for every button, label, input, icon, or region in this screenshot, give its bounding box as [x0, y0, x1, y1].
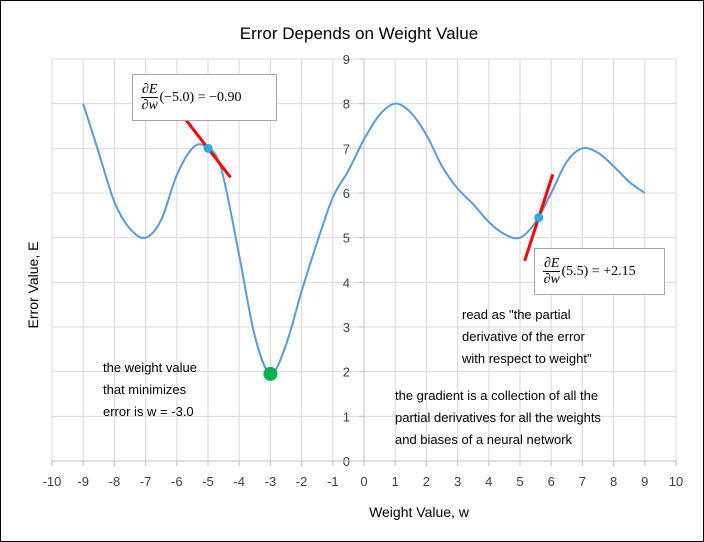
- x-tick-label: -10: [43, 474, 62, 489]
- note-line: with respect to weight": [462, 351, 592, 366]
- x-tick-label: -2: [296, 474, 308, 489]
- derivative-fraction: ∂E ∂w: [543, 256, 561, 287]
- y-tick-label: 6: [343, 186, 350, 201]
- derivative-box-right: ∂E ∂w (5.5) = +2.15: [534, 248, 665, 295]
- note-line: and biases of a neural network: [395, 432, 573, 447]
- fraction-numerator: ∂E: [141, 82, 159, 98]
- x-tick-label: 0: [360, 474, 367, 489]
- x-tick-label: 3: [454, 474, 461, 489]
- x-tick-label: 5: [516, 474, 523, 489]
- y-tick-label: 5: [343, 231, 350, 246]
- x-tick-label: -8: [109, 474, 121, 489]
- x-tick-label: -1: [327, 474, 339, 489]
- x-tick-label: 2: [423, 474, 430, 489]
- x-tick-label: 4: [485, 474, 492, 489]
- x-tick-label: 1: [392, 474, 399, 489]
- axis-layer: -10-9-8-7-6-5-4-3-2-10123456789100123456…: [43, 52, 684, 489]
- x-tick-label: -9: [77, 474, 89, 489]
- series-layer: [82, 102, 646, 375]
- y-tick-label: 8: [343, 97, 350, 112]
- x-tick-label: 9: [641, 474, 648, 489]
- note-line: error is w = -3.0: [103, 404, 194, 419]
- error-curve-line: [82, 102, 646, 375]
- derivative-expression: (5.5) = +2.15: [561, 263, 636, 279]
- y-tick-label: 2: [343, 365, 350, 380]
- note-line: that minimizes: [103, 382, 187, 397]
- derivative-fraction: ∂E ∂w: [141, 82, 159, 113]
- x-tick-label: -7: [140, 474, 152, 489]
- note-line: the gradient is a collection of all the: [395, 388, 599, 403]
- x-tick-label: -4: [233, 474, 245, 489]
- chart-title: Error Depends on Weight Value: [240, 24, 478, 43]
- tangent-point: [534, 213, 544, 223]
- x-tick-label: 6: [548, 474, 555, 489]
- derivative-box-left: ∂E ∂w (−5.0) = −0.90: [132, 74, 277, 121]
- fraction-numerator: ∂E: [543, 256, 561, 272]
- read-as-note: read as "the partial derivative of the e…: [462, 304, 592, 370]
- minimum-point: [263, 366, 278, 381]
- tangent-point: [203, 143, 213, 153]
- y-tick-label: 4: [343, 275, 350, 290]
- y-tick-label: 1: [343, 409, 350, 424]
- tangent-layer: [184, 118, 555, 262]
- note-line: read as "the partial: [462, 307, 571, 322]
- x-axis-label: Weight Value, w: [369, 504, 470, 520]
- x-tick-label: 7: [579, 474, 586, 489]
- y-tick-label: 3: [343, 320, 350, 335]
- x-tick-label: 10: [669, 474, 683, 489]
- fraction-denominator: ∂w: [141, 98, 158, 113]
- x-tick-label: 8: [610, 474, 617, 489]
- minimum-note: the weight value that minimizes error is…: [103, 357, 197, 423]
- y-tick-label: 9: [343, 52, 350, 67]
- note-line: the weight value: [103, 360, 197, 375]
- derivative-expression: (−5.0) = −0.90: [159, 89, 242, 105]
- x-tick-label: -3: [265, 474, 277, 489]
- fraction-denominator: ∂w: [543, 272, 560, 287]
- note-line: partial derivatives for all the weights: [395, 410, 601, 425]
- point-layer: [203, 143, 544, 381]
- x-tick-label: -5: [202, 474, 214, 489]
- x-tick-label: -6: [171, 474, 183, 489]
- y-tick-label: 7: [343, 141, 350, 156]
- y-axis-label: Error Value, E: [25, 242, 41, 329]
- gradient-note: the gradient is a collection of all the …: [395, 385, 601, 451]
- note-line: derivative of the error: [462, 329, 585, 344]
